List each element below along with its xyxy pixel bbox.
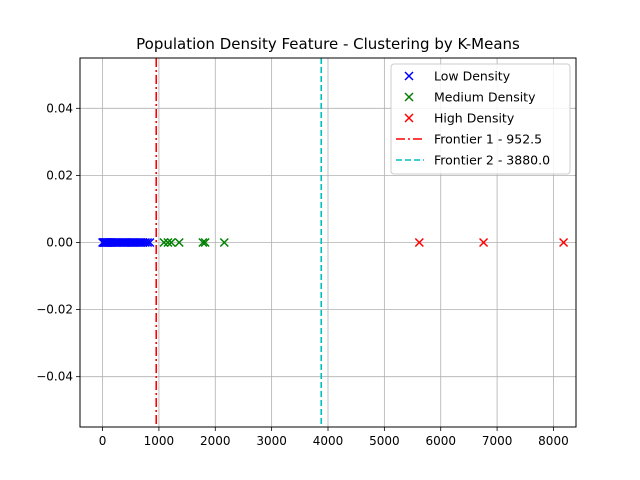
legend-marker-2 (404, 92, 414, 102)
data-point (174, 237, 184, 248)
x-tick-label: 0 (99, 434, 107, 448)
x-tick-label: 8000 (538, 434, 569, 448)
data-point (414, 237, 424, 248)
scatter-points (98, 237, 569, 248)
data-point (200, 237, 210, 248)
data-point (166, 237, 176, 248)
data-point (479, 237, 489, 248)
data-point (219, 237, 229, 248)
data-point (143, 237, 153, 248)
y-tick-label: 0.00 (46, 236, 73, 250)
legend-items: Low Density Medium Density High Density Fro… (396, 69, 550, 168)
x-tick-label: 2000 (200, 434, 231, 448)
legend-frame (390, 63, 571, 175)
y-tick-label: 0.02 (46, 168, 73, 182)
legend-marker-1 (404, 71, 414, 81)
x-tick-label: 5000 (369, 434, 400, 448)
y-tick-label: −0.02 (36, 303, 73, 317)
legend-label: Frontier 1 - 952.5 (434, 132, 542, 147)
grid (80, 58, 576, 427)
axis-ticks: 0 1000 2000 3000 4000 5000 6000 7000 8000 0.04 0.0… (36, 101, 569, 448)
x-tick-label: 4000 (313, 434, 344, 448)
x-tick-label: 3000 (256, 434, 287, 448)
data-point (198, 237, 208, 248)
legend-label: Medium Density (434, 90, 536, 105)
data-point (145, 237, 155, 248)
chart-title: Population Density Feature - Clustering … (136, 35, 520, 53)
x-tick-label: 7000 (482, 434, 513, 448)
legend: Low Density Medium Density High Density Fro… (390, 63, 571, 175)
series-1 (98, 237, 155, 248)
x-tick-label: 6000 (425, 434, 456, 448)
data-point (159, 237, 169, 248)
data-point (559, 237, 569, 248)
legend-label: High Density (434, 111, 515, 126)
y-tick-label: 0.04 (46, 101, 73, 115)
series-2 (159, 237, 229, 248)
y-tick-label: −0.04 (36, 370, 73, 384)
frontier-lines (155, 58, 323, 427)
legend-label: Frontier 2 - 3880.0 (434, 153, 550, 168)
legend-label: Low Density (434, 69, 511, 84)
data-point (163, 237, 173, 248)
legend-marker-3 (404, 113, 414, 123)
x-tick-label: 1000 (144, 434, 175, 448)
series-3 (414, 237, 569, 248)
